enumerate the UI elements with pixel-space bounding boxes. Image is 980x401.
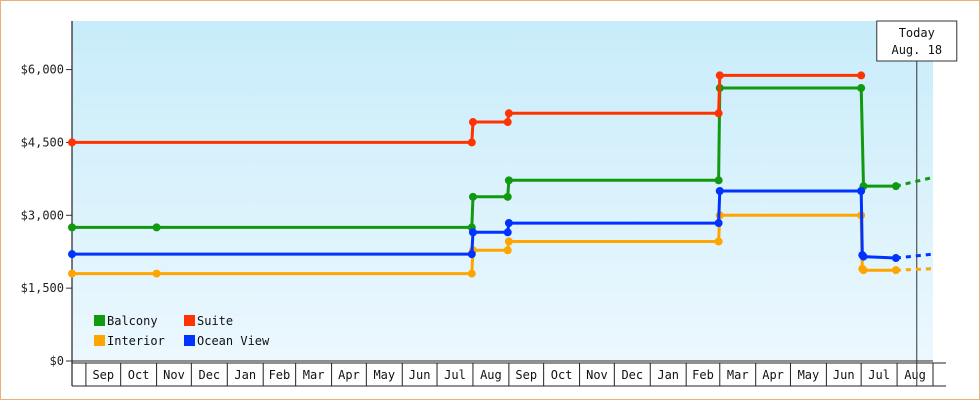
- data-point-balcony: [468, 192, 477, 201]
- month-label: May: [798, 368, 820, 382]
- data-point-balcony: [68, 223, 76, 232]
- forecast-line-balcony: [895, 175, 934, 188]
- data-point-balcony: [152, 223, 161, 232]
- month-label: Oct: [128, 368, 150, 382]
- data-point-ocean-view: [891, 254, 900, 263]
- legend-label-ocean-view: Ocean View: [197, 334, 270, 348]
- month-label: Jun: [409, 368, 431, 382]
- data-point-interior: [504, 237, 513, 246]
- data-point-suite: [503, 118, 512, 127]
- y-tick-label: $0: [50, 354, 64, 368]
- data-point-suite: [715, 71, 724, 80]
- today-date-label: Aug. 18: [891, 43, 942, 57]
- month-label: Sep: [92, 368, 114, 382]
- y-tick-label: $6,000: [21, 63, 64, 77]
- legend-swatch-ocean-view: [184, 335, 195, 346]
- month-label: Feb: [692, 368, 714, 382]
- data-point-interior: [503, 246, 512, 255]
- y-tick-label: $3,000: [21, 208, 64, 222]
- month-label: May: [373, 368, 395, 382]
- forecast-line-ocean-view: [895, 252, 934, 260]
- data-point-ocean-view: [859, 252, 868, 261]
- y-axis-ticks: $0 $1,500 $3,000 $4,500 $6,000: [21, 63, 72, 368]
- x-axis-months: Sep Oct Nov Dec Jan Feb Mar Apr May Jun Jul Aug Sep O…: [72, 362, 946, 387]
- data-point-balcony: [504, 176, 513, 185]
- today-label: Today: [899, 26, 935, 40]
- data-point-interior: [68, 269, 76, 278]
- month-label: Jun: [833, 368, 855, 382]
- axes: [71, 21, 933, 386]
- month-label: Sep: [515, 368, 537, 382]
- legend-swatch-interior: [94, 335, 105, 346]
- data-point-suite: [714, 109, 723, 118]
- data-point-ocean-view: [857, 187, 866, 195]
- month-label: Nov: [586, 368, 608, 382]
- legend-swatch-balcony: [94, 315, 105, 326]
- month-label: Dec: [621, 368, 643, 382]
- month-label: Jan: [234, 368, 256, 382]
- month-label: Mar: [303, 368, 325, 382]
- legend-label-balcony: Balcony: [107, 314, 158, 328]
- legend-label-suite: Suite: [197, 314, 233, 328]
- y-tick-label: $1,500: [21, 281, 64, 295]
- month-label: Dec: [198, 368, 220, 382]
- data-point-balcony: [857, 84, 866, 93]
- data-point-balcony: [714, 176, 723, 185]
- data-point-ocean-view: [68, 250, 76, 259]
- data-point-suite: [467, 138, 476, 147]
- month-label: Feb: [269, 368, 291, 382]
- data-point-suite: [857, 71, 866, 80]
- month-label: Aug: [480, 368, 502, 382]
- data-point-interior: [152, 269, 161, 278]
- data-point-ocean-view: [714, 219, 723, 228]
- month-label: Apr: [762, 368, 784, 382]
- month-label: Apr: [338, 368, 360, 382]
- forecast-line-interior: [895, 267, 934, 272]
- legend-label-interior: Interior: [107, 334, 165, 348]
- data-point-interior: [891, 266, 900, 275]
- month-label: Aug: [904, 368, 926, 382]
- data-point-suite: [468, 118, 477, 127]
- data-point-ocean-view: [468, 228, 477, 237]
- data-point-balcony: [891, 182, 900, 191]
- today-marker: Today Aug. 18: [876, 20, 958, 386]
- data-point-interior: [467, 269, 476, 278]
- data-point-ocean-view: [467, 250, 476, 259]
- month-label: Jul: [868, 368, 890, 382]
- month-label: Jan: [657, 368, 679, 382]
- legend-swatch-suite: [184, 315, 195, 326]
- data-point-ocean-view: [715, 187, 724, 195]
- data-point-suite: [504, 109, 513, 118]
- legend: Balcony Suite Interior Ocean View: [94, 314, 270, 348]
- data-point-ocean-view: [504, 219, 513, 228]
- today-box: [876, 20, 958, 62]
- month-label: Nov: [163, 368, 185, 382]
- y-tick-label: $4,500: [21, 135, 64, 149]
- month-label: Oct: [551, 368, 573, 382]
- data-point-interior: [714, 237, 723, 246]
- series-lines: [68, 71, 934, 278]
- data-point-balcony: [503, 192, 512, 201]
- data-point-suite: [68, 138, 76, 147]
- data-point-ocean-view: [503, 228, 512, 237]
- data-point-interior: [859, 266, 868, 275]
- month-label: Mar: [727, 368, 749, 382]
- month-label: Jul: [444, 368, 466, 382]
